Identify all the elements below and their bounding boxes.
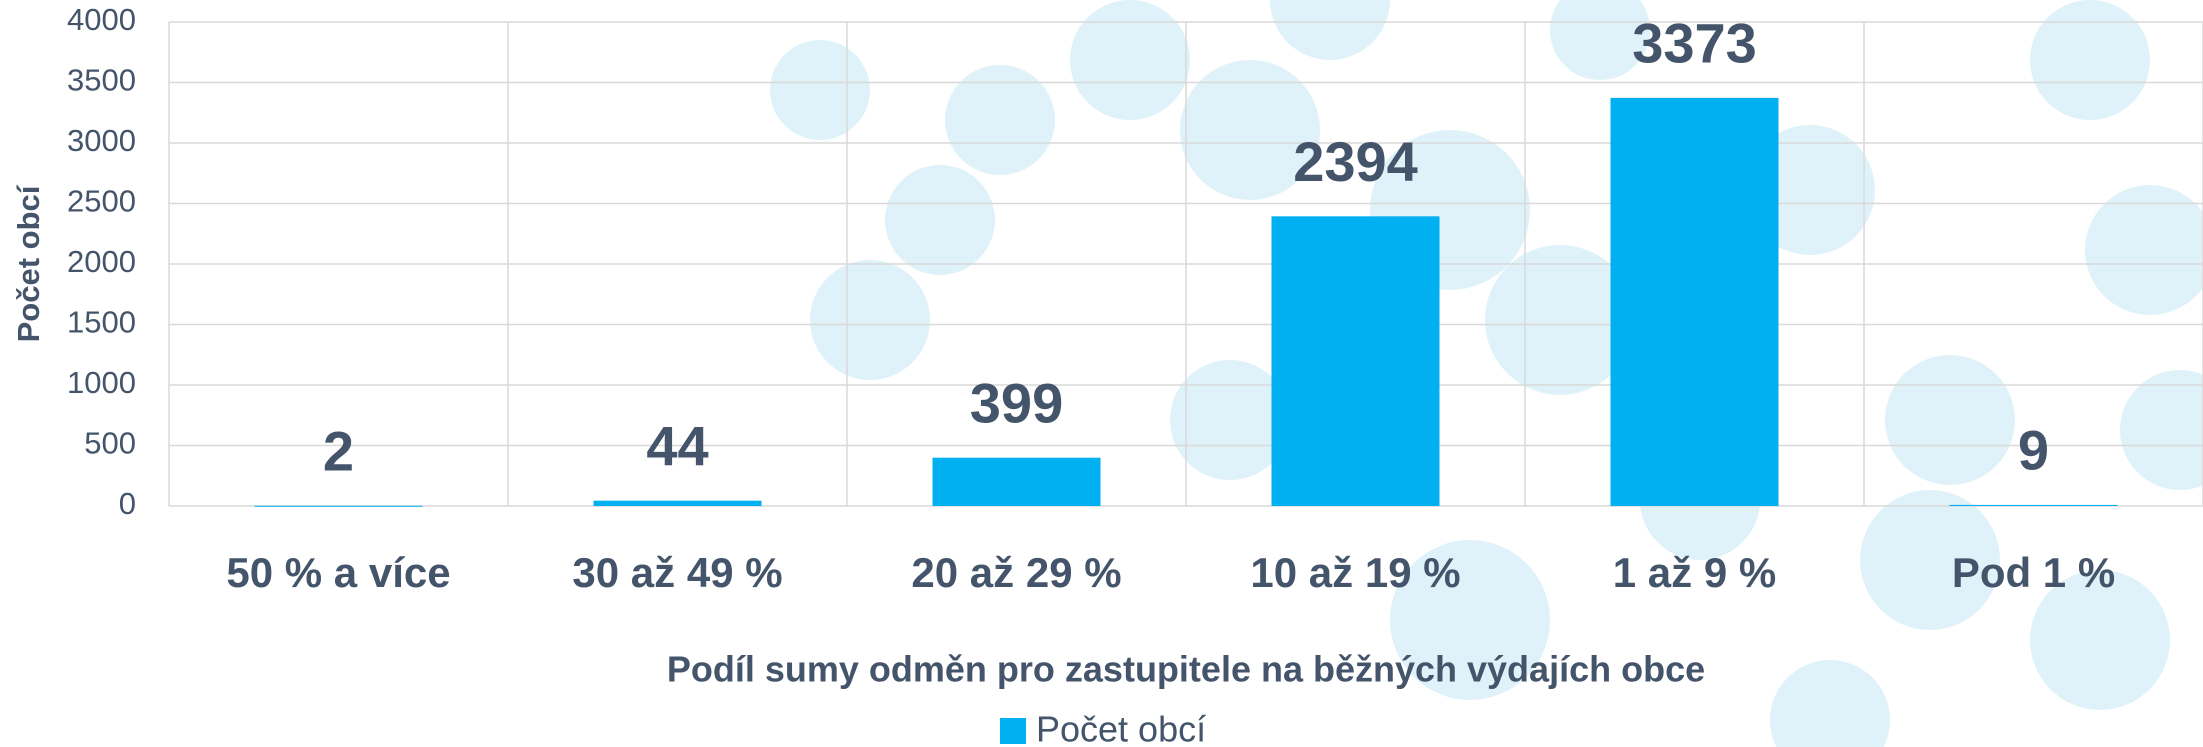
legend-label: Počet obcí xyxy=(1036,709,1206,747)
data-label: 9 xyxy=(2018,419,2049,482)
bar xyxy=(254,505,423,507)
data-label: 2394 xyxy=(1293,130,1418,193)
bar xyxy=(1610,97,1779,506)
data-label: 399 xyxy=(970,372,1063,435)
y-tick-label: 3500 xyxy=(67,63,136,98)
bar xyxy=(1949,504,2118,506)
y-tick-label: 0 xyxy=(119,486,136,521)
bar xyxy=(1271,216,1440,507)
y-tick-label: 2500 xyxy=(67,184,136,219)
y-tick-label: 1500 xyxy=(67,305,136,340)
x-tick-label: 10 až 19 % xyxy=(1250,549,1460,596)
y-tick-label: 3000 xyxy=(67,123,136,158)
x-tick-label: Pod 1 % xyxy=(1952,549,2115,596)
x-tick-label: 20 až 29 % xyxy=(911,549,1121,596)
y-tick-label: 1000 xyxy=(67,365,136,400)
legend-swatch xyxy=(1000,718,1026,744)
data-label: 2 xyxy=(323,420,354,483)
y-tick-label: 500 xyxy=(84,426,136,461)
x-axis-title: Podíl sumy odměn pro zastupitele na běžn… xyxy=(667,649,1705,690)
bar xyxy=(932,457,1101,506)
x-tick-label: 1 až 9 % xyxy=(1613,549,1776,596)
y-tick-label: 4000 xyxy=(67,2,136,37)
data-label: 44 xyxy=(646,414,708,477)
x-tick-label: 50 % a více xyxy=(226,549,450,596)
data-label: 3373 xyxy=(1632,12,1757,75)
y-tick-label: 2000 xyxy=(67,244,136,279)
y-axis-title: Počet obcí xyxy=(11,184,46,342)
x-tick-label: 30 až 49 % xyxy=(572,549,782,596)
bar xyxy=(593,500,762,506)
